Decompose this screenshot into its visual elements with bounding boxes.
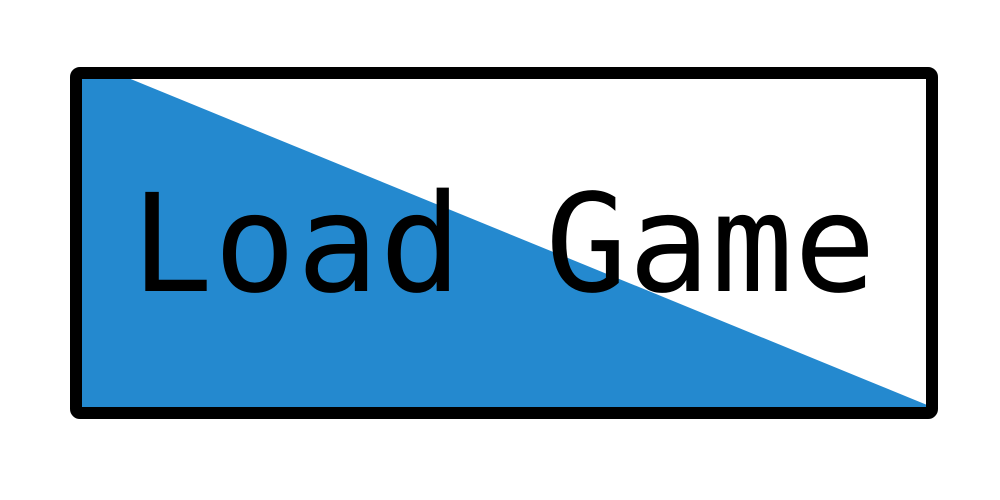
button-background	[70, 67, 938, 419]
load-game-button[interactable]: Load Game	[70, 67, 938, 419]
button-border	[70, 67, 938, 419]
button-blue-diagonal	[76, 73, 932, 413]
button-label: Load Game	[131, 166, 877, 324]
